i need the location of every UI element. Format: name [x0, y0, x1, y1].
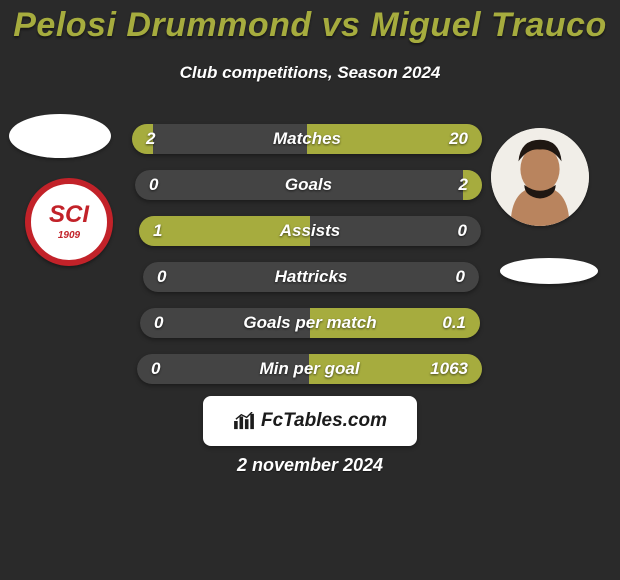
player-right-club-chip — [500, 258, 598, 284]
club-badge-monogram: SCI — [49, 203, 89, 227]
stat-row: 02Goals — [135, 170, 482, 200]
stat-row: 220Matches — [132, 124, 482, 154]
bar-chart-icon — [233, 412, 255, 430]
stat-row: 10Assists — [139, 216, 481, 246]
player-right-avatar — [491, 128, 589, 226]
stat-label: Assists — [139, 216, 481, 246]
stat-label: Hattricks — [143, 262, 479, 292]
stat-row: 00Hattricks — [143, 262, 479, 292]
footer-date: 2 november 2024 — [0, 455, 620, 476]
stat-label: Matches — [132, 124, 482, 154]
stat-label: Goals — [135, 170, 482, 200]
branding: FcTables.com — [203, 396, 417, 446]
stat-row: 01063Min per goal — [137, 354, 482, 384]
comparison-infographic: Pelosi Drummond vs Miguel Trauco Club com… — [0, 0, 620, 580]
player-left-avatar — [9, 114, 111, 158]
avatar-face-icon — [491, 128, 589, 226]
subtitle: Club competitions, Season 2024 — [0, 63, 620, 83]
player-left-club-badge: SCI 1909 — [25, 178, 113, 266]
club-badge-year: 1909 — [58, 231, 80, 241]
branding-text: FcTables.com — [261, 410, 387, 432]
page-title: Pelosi Drummond vs Miguel Trauco — [0, 6, 620, 45]
stat-label: Min per goal — [137, 354, 482, 384]
stat-label: Goals per match — [140, 308, 480, 338]
stat-row: 00.1Goals per match — [140, 308, 480, 338]
